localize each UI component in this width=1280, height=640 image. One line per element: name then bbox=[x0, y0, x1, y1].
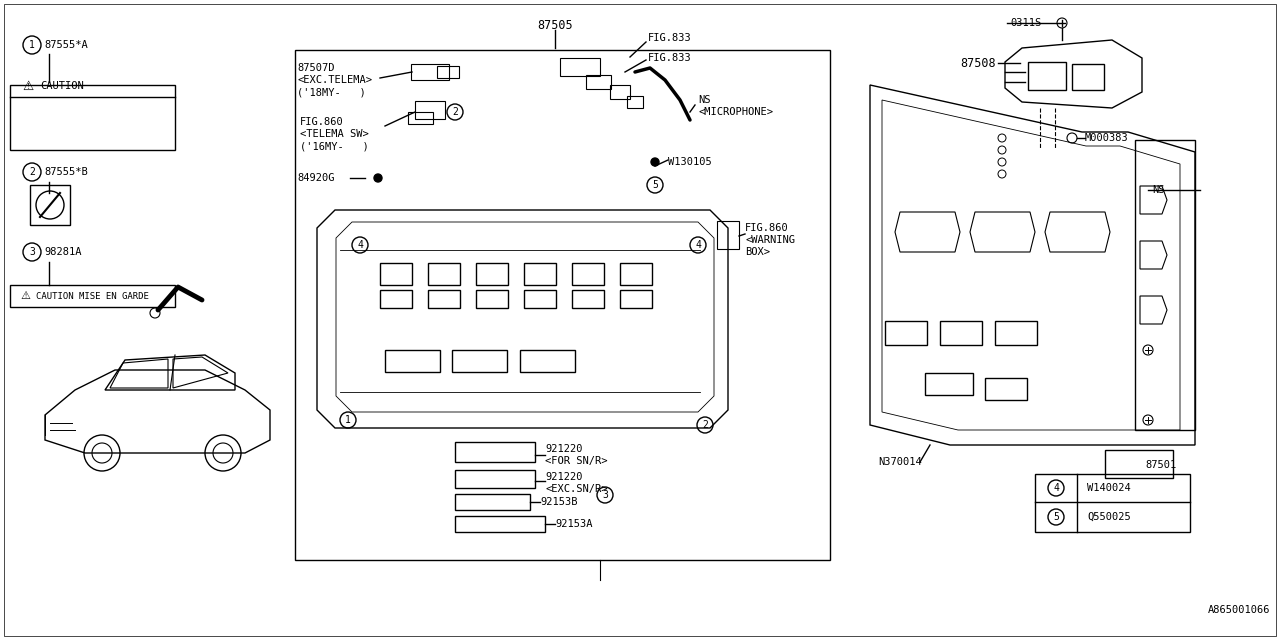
Text: 92153B: 92153B bbox=[540, 497, 577, 507]
Text: 87555*B: 87555*B bbox=[44, 167, 88, 177]
Bar bbox=[520, 350, 575, 372]
Text: 3: 3 bbox=[29, 247, 35, 257]
Text: FIG.860: FIG.860 bbox=[745, 223, 788, 233]
Text: 87507D: 87507D bbox=[297, 63, 334, 73]
Bar bbox=[925, 373, 973, 395]
Bar bbox=[436, 66, 460, 78]
Text: <MICROPHONE>: <MICROPHONE> bbox=[698, 107, 773, 117]
Bar bbox=[1105, 450, 1172, 478]
Bar bbox=[385, 350, 440, 372]
Text: 4: 4 bbox=[695, 240, 701, 250]
Text: 92153A: 92153A bbox=[556, 519, 593, 529]
Bar bbox=[415, 101, 445, 119]
Text: N370014: N370014 bbox=[878, 457, 922, 467]
Bar bbox=[1135, 140, 1196, 430]
Bar bbox=[995, 321, 1037, 345]
Text: W140024: W140024 bbox=[1087, 483, 1130, 493]
Text: A865001066: A865001066 bbox=[1207, 605, 1270, 615]
Text: 4: 4 bbox=[357, 240, 364, 250]
Text: 87555*A: 87555*A bbox=[44, 40, 88, 50]
Bar bbox=[586, 75, 611, 89]
Bar bbox=[408, 112, 433, 124]
Text: CAUTION: CAUTION bbox=[40, 81, 83, 91]
Text: ⚠: ⚠ bbox=[20, 291, 29, 301]
Bar bbox=[411, 64, 449, 80]
Text: 921220: 921220 bbox=[545, 444, 582, 454]
Text: FIG.860: FIG.860 bbox=[300, 117, 344, 127]
Text: 2: 2 bbox=[29, 167, 35, 177]
Text: ('18MY-   ): ('18MY- ) bbox=[297, 87, 366, 97]
Bar bbox=[627, 96, 643, 108]
Bar bbox=[611, 85, 630, 99]
Text: ('16MY-   ): ('16MY- ) bbox=[300, 141, 369, 151]
Text: BOX>: BOX> bbox=[745, 247, 771, 257]
Text: 2: 2 bbox=[701, 420, 708, 430]
Bar bbox=[572, 290, 604, 308]
Text: 87501: 87501 bbox=[1146, 460, 1176, 470]
Bar bbox=[428, 263, 460, 285]
Bar bbox=[454, 516, 545, 532]
Text: 98281A: 98281A bbox=[44, 247, 82, 257]
Text: FIG.833: FIG.833 bbox=[648, 53, 691, 63]
Text: NS: NS bbox=[1152, 185, 1165, 195]
Bar bbox=[29, 185, 70, 225]
Bar bbox=[524, 263, 556, 285]
Circle shape bbox=[374, 174, 381, 182]
Bar bbox=[476, 290, 508, 308]
Text: 1: 1 bbox=[29, 40, 35, 50]
Bar bbox=[10, 85, 175, 150]
Text: CAUTION MISE EN GARDE: CAUTION MISE EN GARDE bbox=[36, 291, 148, 301]
Bar bbox=[380, 290, 412, 308]
Bar bbox=[524, 290, 556, 308]
Bar bbox=[572, 263, 604, 285]
Text: 3: 3 bbox=[602, 490, 608, 500]
Text: 87508: 87508 bbox=[960, 56, 996, 70]
Bar bbox=[561, 58, 600, 76]
Text: 0311S: 0311S bbox=[1010, 18, 1041, 28]
Text: ⚠: ⚠ bbox=[22, 79, 33, 93]
Text: 921220: 921220 bbox=[545, 472, 582, 482]
Bar bbox=[454, 442, 535, 462]
Bar bbox=[476, 263, 508, 285]
Text: <TELEMA SW>: <TELEMA SW> bbox=[300, 129, 369, 139]
Text: 87505: 87505 bbox=[538, 19, 573, 31]
Bar bbox=[940, 321, 982, 345]
Bar bbox=[986, 378, 1027, 400]
Bar bbox=[454, 470, 535, 488]
Bar bbox=[1036, 474, 1190, 532]
Text: FIG.833: FIG.833 bbox=[648, 33, 691, 43]
Text: 5: 5 bbox=[1053, 512, 1059, 522]
Text: 84920G: 84920G bbox=[297, 173, 334, 183]
Text: 1: 1 bbox=[346, 415, 351, 425]
Bar bbox=[428, 290, 460, 308]
Bar bbox=[10, 285, 175, 307]
Text: Q550025: Q550025 bbox=[1087, 512, 1130, 522]
Bar bbox=[454, 494, 530, 510]
Bar bbox=[884, 321, 927, 345]
Text: <FOR SN/R>: <FOR SN/R> bbox=[545, 456, 608, 466]
Text: 2: 2 bbox=[452, 107, 458, 117]
Text: 5: 5 bbox=[652, 180, 658, 190]
Bar bbox=[620, 263, 652, 285]
Text: <WARNING: <WARNING bbox=[745, 235, 795, 245]
Bar bbox=[717, 221, 739, 249]
Text: M000383: M000383 bbox=[1085, 133, 1129, 143]
Text: <EXC.TELEMA>: <EXC.TELEMA> bbox=[297, 75, 372, 85]
Circle shape bbox=[652, 158, 659, 166]
Bar bbox=[620, 290, 652, 308]
Text: W130105: W130105 bbox=[668, 157, 712, 167]
Text: <EXC.SN/R>: <EXC.SN/R> bbox=[545, 484, 608, 494]
Bar bbox=[380, 263, 412, 285]
Bar bbox=[1073, 64, 1103, 90]
Bar bbox=[1028, 62, 1066, 90]
Bar bbox=[452, 350, 507, 372]
Text: NS: NS bbox=[698, 95, 710, 105]
Text: 4: 4 bbox=[1053, 483, 1059, 493]
